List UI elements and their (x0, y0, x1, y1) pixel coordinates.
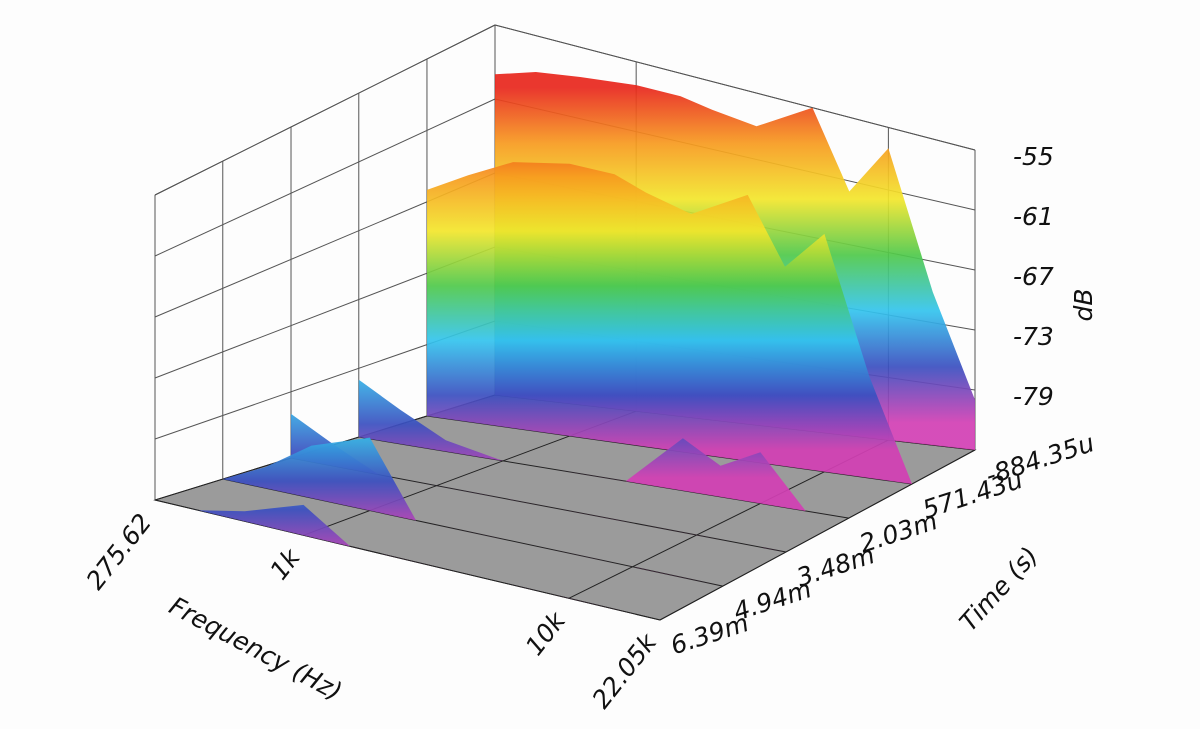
x-tick-label: 1k (264, 542, 306, 585)
z-tick-label: -67 (1013, 262, 1054, 291)
z-tick-label: -61 (1013, 202, 1054, 231)
z-tick-label: -55 (1013, 142, 1054, 171)
grid-line (659, 449, 976, 621)
grid-line (494, 24, 976, 151)
x-axis-title: Frequency (Hz) (165, 591, 347, 706)
z-axis-title: dB (1069, 288, 1098, 321)
y-tick-label: 6.39m (667, 608, 752, 660)
x-tick-label: 10k (520, 605, 572, 661)
z-tick-label: -79 (1013, 382, 1054, 411)
x-tick-label: 22.05k (586, 627, 663, 714)
surface-slice (358, 379, 849, 519)
y-axis-title: Time (s) (954, 541, 1044, 637)
grid-line (154, 98, 496, 257)
z-tick-label: -73 (1013, 322, 1054, 351)
y-tick-label: 571.43u (919, 465, 1026, 525)
surface-slice (155, 500, 660, 620)
grid-line (154, 24, 496, 196)
surface-slice (222, 437, 723, 587)
surface-slice (427, 162, 912, 484)
x-tick-label: 275.62 (81, 508, 158, 595)
